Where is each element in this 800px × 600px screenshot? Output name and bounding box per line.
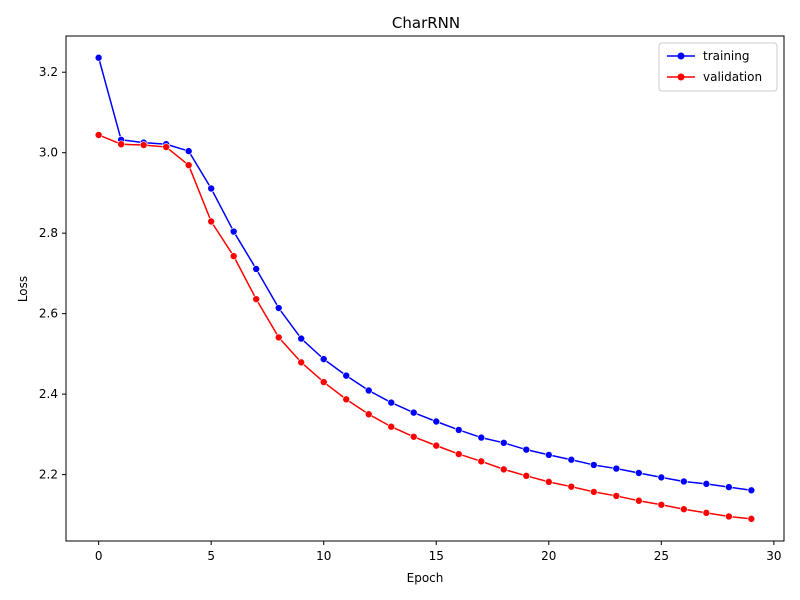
data-point-training	[522, 445, 531, 454]
y-tick-label: 2.6	[39, 307, 58, 321]
data-point-validation	[274, 333, 283, 342]
data-point-training	[567, 455, 576, 464]
data-point-training	[387, 398, 396, 407]
chart-title: CharRNN	[392, 14, 460, 32]
x-axis-label: Epoch	[407, 571, 444, 585]
legend-entry-training: training	[667, 49, 750, 63]
data-point-validation	[319, 378, 328, 386]
data-point-validation	[297, 358, 306, 367]
legend-label-validation: validation	[703, 70, 762, 84]
data-point-training	[747, 486, 756, 495]
data-point-training	[612, 464, 621, 473]
data-point-validation	[252, 295, 260, 303]
data-point-training	[454, 426, 463, 434]
data-point-validation	[229, 252, 238, 260]
data-point-training	[229, 227, 238, 236]
series-validation	[94, 131, 756, 523]
legend-marker-validation	[677, 73, 685, 81]
data-point-validation	[522, 472, 531, 480]
data-point-validation	[139, 141, 148, 149]
x-tick-label: 30	[766, 549, 781, 563]
data-point-validation	[612, 492, 621, 500]
y-tick-label: 2.8	[39, 226, 58, 240]
data-point-validation	[409, 432, 418, 441]
data-point-validation	[635, 496, 643, 505]
data-point-validation	[590, 488, 598, 496]
data-point-training	[477, 433, 486, 442]
y-tick-label: 3.0	[39, 146, 58, 160]
data-point-validation	[544, 478, 553, 486]
data-point-training	[590, 461, 598, 469]
y-tick-label: 2.4	[39, 387, 58, 401]
data-point-training	[544, 451, 553, 459]
x-ticks: 0 5 10 15 20 25 30	[95, 541, 782, 563]
x-tick-label: 10	[316, 549, 331, 563]
data-point-training	[680, 477, 688, 486]
x-tick-label: 25	[654, 549, 669, 563]
data-point-training	[207, 184, 215, 193]
legend-box	[658, 42, 778, 92]
series-layer	[94, 53, 756, 523]
data-point-validation	[387, 422, 396, 431]
data-point-validation	[94, 131, 103, 139]
legend-label-training: training	[703, 49, 750, 63]
legend: training validation	[658, 42, 778, 92]
y-tick-label: 3.2	[39, 65, 58, 79]
data-point-validation	[117, 140, 125, 149]
data-point-validation	[364, 410, 373, 419]
data-point-validation	[657, 500, 666, 509]
data-point-validation	[454, 450, 463, 458]
x-tick-label: 5	[207, 549, 215, 563]
data-point-training	[725, 483, 733, 491]
legend-marker-training	[677, 52, 685, 60]
data-point-training	[499, 439, 508, 447]
data-point-training	[657, 473, 666, 482]
data-point-training	[94, 53, 103, 62]
data-point-validation	[725, 512, 733, 521]
data-point-training	[635, 469, 643, 477]
data-point-training	[432, 417, 441, 426]
plot-frame	[65, 35, 785, 542]
data-point-validation	[499, 465, 508, 474]
x-tick-label: 20	[541, 549, 556, 563]
series-line-training	[97, 57, 752, 492]
data-point-validation	[342, 395, 351, 404]
data-point-validation	[747, 515, 756, 523]
data-point-training	[409, 408, 418, 417]
y-axis-label: Loss	[16, 276, 30, 302]
data-point-training	[184, 147, 193, 155]
data-point-validation	[207, 217, 215, 226]
data-point-validation	[432, 441, 441, 450]
data-point-validation	[567, 482, 576, 491]
data-point-validation	[477, 457, 486, 466]
y-tick-label: 2.2	[39, 468, 58, 482]
x-tick-label: 0	[95, 549, 103, 563]
data-point-training	[364, 386, 373, 395]
data-point-training	[252, 265, 260, 273]
data-point-training	[319, 355, 328, 363]
legend-entry-validation: validation	[667, 70, 762, 84]
data-point-training	[274, 304, 283, 312]
x-tick-label: 15	[429, 549, 444, 563]
data-point-training	[702, 480, 711, 488]
y-ticks: 2.2 2.4 2.6 2.8 3.0 3.2	[39, 65, 66, 482]
data-point-validation	[702, 509, 711, 517]
data-point-training	[342, 371, 351, 380]
series-line-validation	[98, 134, 752, 520]
data-point-validation	[680, 505, 688, 514]
data-point-training	[297, 334, 306, 343]
data-point-validation	[162, 143, 170, 151]
data-point-validation	[184, 161, 193, 169]
